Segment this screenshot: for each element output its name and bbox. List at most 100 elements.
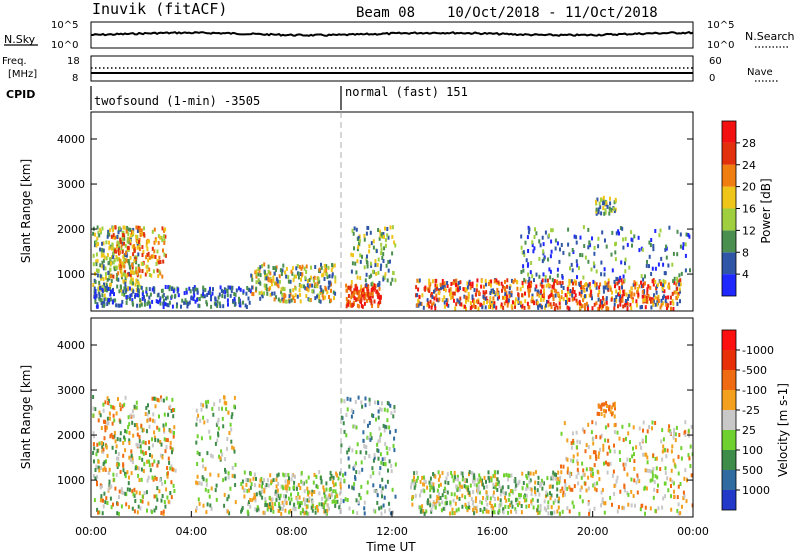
echo-cell bbox=[518, 495, 521, 500]
echo-cell bbox=[163, 427, 166, 432]
echo-cell bbox=[455, 302, 458, 307]
echo-cell bbox=[624, 303, 626, 308]
echo-cell bbox=[539, 282, 542, 287]
echo-cell bbox=[476, 477, 479, 482]
echo-cell bbox=[585, 287, 588, 292]
echo-cell bbox=[120, 243, 123, 248]
echo-cell bbox=[531, 274, 534, 279]
echo-cell bbox=[111, 255, 113, 260]
echo-cell bbox=[507, 473, 510, 478]
echo-cell bbox=[297, 275, 300, 280]
echo-cell bbox=[119, 469, 122, 474]
echo-cell bbox=[381, 234, 384, 239]
echo-cell bbox=[383, 275, 386, 280]
echo-cell bbox=[364, 295, 367, 300]
echo-cell bbox=[307, 511, 310, 516]
echo-cell bbox=[615, 231, 618, 236]
echo-cell bbox=[95, 239, 98, 244]
echo-cell bbox=[582, 473, 585, 478]
echo-cell bbox=[580, 485, 583, 490]
echo-cell bbox=[504, 279, 506, 284]
echo-cell bbox=[673, 276, 676, 281]
echo-cell bbox=[121, 261, 124, 266]
echo-cell bbox=[334, 503, 337, 508]
echo-cell bbox=[538, 274, 541, 279]
echo-cell bbox=[622, 438, 625, 442]
echo-cell bbox=[258, 483, 261, 488]
echo-cell bbox=[430, 292, 433, 296]
echo-cell bbox=[573, 296, 576, 301]
echo-cell bbox=[233, 296, 236, 301]
echo-cell bbox=[450, 282, 453, 286]
echo-cell bbox=[585, 443, 588, 448]
echo-cell bbox=[529, 471, 532, 476]
echo-cell bbox=[635, 303, 638, 308]
echo-cell bbox=[568, 281, 571, 286]
echo-cell bbox=[320, 265, 323, 270]
echo-cell bbox=[608, 407, 610, 412]
echo-cell bbox=[361, 254, 363, 259]
echo-cell bbox=[531, 293, 534, 298]
echo-cell bbox=[654, 508, 657, 513]
echo-cell bbox=[124, 243, 127, 248]
echo-cell bbox=[384, 484, 387, 489]
echo-cell bbox=[444, 288, 447, 293]
echo-cell bbox=[129, 273, 132, 277]
echo-cell bbox=[648, 240, 651, 245]
echo-cell bbox=[157, 260, 160, 265]
echo-cell bbox=[124, 251, 127, 256]
echo-cell bbox=[662, 496, 665, 501]
echo-cell bbox=[377, 448, 380, 453]
echo-cell bbox=[610, 252, 613, 257]
echo-cell bbox=[530, 261, 533, 265]
echo-cell bbox=[460, 471, 463, 476]
echo-cell bbox=[124, 474, 127, 479]
echo-cell bbox=[219, 304, 222, 309]
echo-cell bbox=[327, 503, 330, 508]
echo-cell bbox=[547, 511, 550, 516]
echo-cell bbox=[263, 262, 266, 267]
echo-cell bbox=[487, 470, 490, 475]
echo-cell bbox=[592, 279, 595, 284]
echo-cell bbox=[592, 450, 595, 455]
echo-cell bbox=[202, 477, 205, 482]
echo-cell bbox=[532, 471, 535, 476]
echo-cell bbox=[144, 451, 147, 456]
echo-cell bbox=[110, 505, 113, 510]
nave-label: Nave bbox=[747, 67, 773, 78]
echo-cell bbox=[622, 237, 625, 242]
echo-cell bbox=[510, 304, 513, 309]
echo-cell bbox=[318, 294, 321, 299]
echo-cell bbox=[387, 235, 390, 240]
echo-cell bbox=[527, 288, 530, 293]
echo-cell bbox=[137, 293, 140, 298]
echo-cell bbox=[377, 304, 380, 308]
cpid-mode-2: normal (fast) 151 bbox=[345, 85, 468, 99]
echo-cell bbox=[289, 292, 292, 297]
echo-cell bbox=[94, 243, 96, 248]
echo-cell bbox=[227, 475, 230, 480]
echo-cell bbox=[530, 299, 533, 304]
echo-cell bbox=[443, 486, 446, 491]
echo-cell bbox=[189, 289, 192, 294]
echo-cell bbox=[471, 281, 474, 286]
echo-cell bbox=[613, 298, 616, 302]
echo-cell bbox=[380, 232, 383, 237]
echo-cell bbox=[98, 468, 101, 473]
echo-cell bbox=[101, 441, 103, 446]
echo-cell bbox=[128, 422, 131, 427]
echo-cell bbox=[607, 281, 610, 286]
echo-cell bbox=[603, 408, 605, 413]
echo-cell bbox=[550, 249, 553, 254]
echo-cell bbox=[224, 457, 227, 462]
echo-cell bbox=[148, 424, 151, 429]
echo-cell bbox=[294, 507, 297, 512]
echo-cell bbox=[226, 293, 229, 298]
echo-cell bbox=[628, 423, 631, 428]
nave-tick-top: 60 bbox=[709, 56, 722, 67]
echo-cell bbox=[685, 499, 688, 504]
echo-cell bbox=[94, 240, 96, 245]
echo-cell bbox=[549, 491, 551, 496]
echo-cell bbox=[338, 505, 341, 510]
